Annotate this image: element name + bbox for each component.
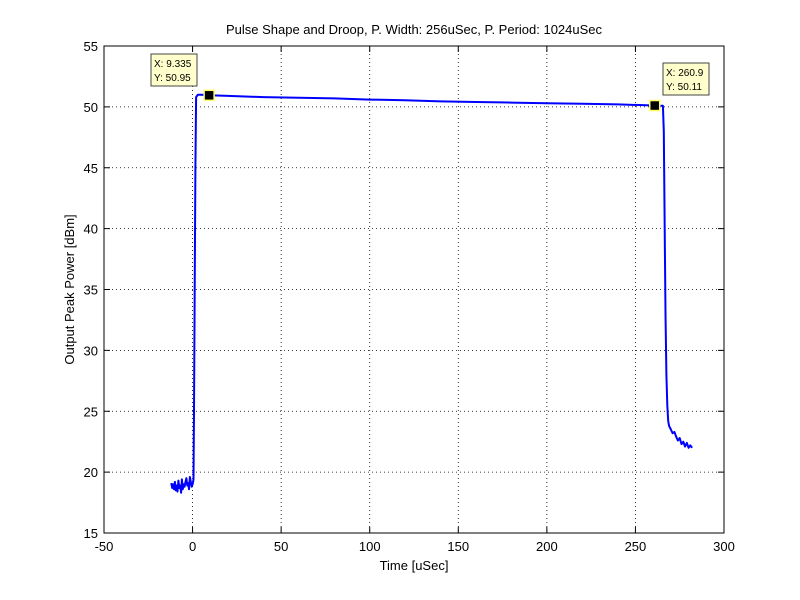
y-tick-label: 20 <box>84 465 98 480</box>
datatip-y-text: Y: 50.95 <box>154 73 191 84</box>
datatip-x-text: X: 9.335 <box>154 59 192 70</box>
y-tick-label: 45 <box>84 161 98 176</box>
x-tick-label: -50 <box>95 539 114 554</box>
x-tick-label: 0 <box>189 539 196 554</box>
datatip-y-text: Y: 50.11 <box>666 82 702 93</box>
x-tick-labels: -50 0 50 100 150 200 250 300 <box>95 539 735 554</box>
series-layer <box>170 93 693 494</box>
x-tick-label: 50 <box>274 539 288 554</box>
y-tick-label: 40 <box>84 222 98 237</box>
grid-lines <box>104 46 724 533</box>
x-tick-label: 150 <box>447 539 469 554</box>
datatip-marker <box>203 89 215 102</box>
y-tick-labels: 15 20 25 30 35 40 45 50 55 <box>84 39 98 541</box>
x-axis-label: Time [uSec] <box>380 558 449 573</box>
y-tick-label: 35 <box>84 283 98 298</box>
y-axis-label: Output Peak Power [dBm] <box>62 214 77 364</box>
x-tick-label: 250 <box>625 539 647 554</box>
y-tick-label: 30 <box>84 343 98 358</box>
y-tick-label: 50 <box>84 100 98 115</box>
datatip-box <box>150 53 198 87</box>
chart-title: Pulse Shape and Droop, P. Width: 256uSec… <box>226 22 603 37</box>
x-tick-label: 200 <box>536 539 558 554</box>
series-line <box>170 93 693 494</box>
x-tick-label: 300 <box>713 539 735 554</box>
y-tick-label: 25 <box>84 404 98 419</box>
x-tick-label: 100 <box>359 539 381 554</box>
datatip-box <box>662 62 710 96</box>
datatip-x-text: X: 260.9 <box>666 68 704 79</box>
plot-frame <box>103 45 725 534</box>
y-tick-label: 55 <box>84 39 98 54</box>
y-tick-label: 15 <box>84 526 98 541</box>
datatip-marker <box>648 99 661 112</box>
datatips: X: 9.335 Y: 50.95 X: 260.9 Y: 50.11 <box>150 53 710 112</box>
